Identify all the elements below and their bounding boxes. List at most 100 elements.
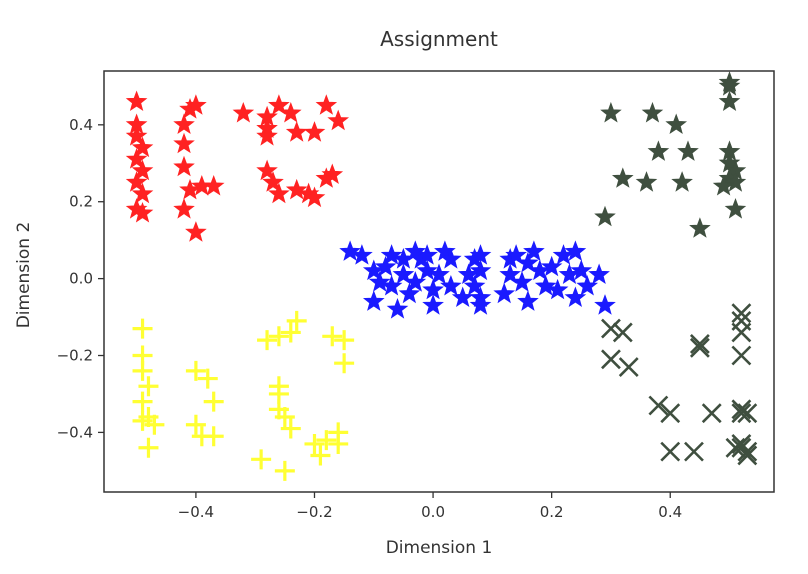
scatter-point: [315, 94, 338, 115]
scatter-point: [737, 441, 758, 462]
scatter-point: [327, 109, 350, 131]
scatter-point: [416, 244, 438, 265]
scatter-point: [279, 101, 302, 123]
scatter-point: [737, 403, 758, 424]
scatter-point: [362, 290, 385, 311]
scatter-point: [463, 274, 486, 296]
scatter-point: [731, 403, 752, 424]
scatter-point: [612, 322, 633, 343]
scatter-point: [588, 263, 610, 284]
scatter-point: [440, 274, 462, 296]
scatter-point: [303, 121, 326, 142]
scatter-point: [618, 357, 639, 377]
scatter-point: [611, 167, 634, 188]
scatter-point: [173, 198, 195, 219]
scatter-point: [202, 174, 225, 196]
scatter-point: [173, 132, 195, 154]
scatter-point: [322, 326, 343, 347]
scatter-point: [274, 407, 295, 428]
scatter-point: [125, 90, 148, 111]
scatter-point: [268, 94, 290, 115]
scatter-point: [404, 271, 427, 292]
axes-frame: [103, 70, 775, 493]
scatter-point: [386, 298, 409, 319]
x-axis-label: Dimension 1: [386, 538, 493, 558]
scatter-point: [564, 286, 587, 307]
scatter-point: [334, 353, 355, 374]
scatter-point: [469, 259, 492, 281]
scatter-point: [125, 125, 148, 146]
scatter-point: [511, 271, 533, 292]
scatter-point: [724, 171, 747, 192]
scatter-point: [334, 330, 355, 351]
plot-area: [125, 71, 758, 481]
scatter-point: [185, 360, 206, 381]
scatter-point: [493, 282, 516, 304]
scatter-point: [517, 290, 539, 311]
scatter-point: [256, 159, 278, 181]
scatter-point: [546, 278, 569, 300]
scatter-point: [125, 148, 148, 169]
scatter-point: [304, 433, 325, 454]
y-axis-label: Dimension 2: [14, 222, 34, 329]
scatter-point: [392, 263, 415, 284]
scatter-point: [173, 155, 195, 177]
scatter-point: [469, 294, 492, 315]
scatter-point: [523, 240, 545, 261]
scatter-point: [374, 255, 397, 277]
scatter-point: [594, 294, 616, 315]
scatter-point: [701, 403, 722, 424]
scatter-point: [499, 263, 521, 285]
scatter-point: [285, 121, 308, 142]
y-tick-label: 0.4: [69, 116, 93, 134]
chart-title: Assignment: [380, 27, 498, 51]
scatter-point: [173, 113, 195, 135]
axis-ticks: −0.4 −0.2 0.0 0.2 0.4 0.4 0.2 0.0 −0.2 −0.4: [57, 116, 683, 521]
scatter-point: [131, 159, 154, 181]
scatter-point: [280, 322, 301, 343]
scatter-point: [731, 345, 752, 366]
scatter-point: [132, 360, 153, 381]
scatter-point: [712, 174, 735, 196]
y-tick-label: 0.2: [69, 193, 93, 211]
scatter-point: [576, 274, 599, 296]
scatter-point: [600, 101, 622, 123]
scatter-point: [125, 171, 148, 192]
scatter-point: [328, 433, 349, 454]
x-tick-label: −0.2: [296, 503, 332, 521]
x-tick-label: −0.4: [178, 503, 214, 521]
scatter-point: [339, 240, 361, 261]
scatter-point: [262, 171, 284, 192]
scatter-point: [380, 244, 403, 265]
scatter-point: [125, 198, 148, 219]
scatter-point: [197, 368, 218, 389]
scatter-point: [257, 330, 278, 351]
y-tick-label: −0.4: [57, 423, 93, 441]
x-tick-label: 0.0: [421, 503, 445, 521]
scatter-point: [280, 418, 301, 439]
scatter-point: [132, 410, 153, 431]
scatter-point: [185, 94, 207, 115]
scatter-point: [416, 259, 438, 281]
scatter-point: [737, 445, 758, 466]
scatter-point: [286, 310, 307, 331]
scatter-point: [648, 395, 669, 416]
scatter-point: [647, 140, 670, 161]
y-tick-label: 0.0: [69, 270, 93, 288]
scatter-point: [185, 414, 206, 435]
scatter-point: [564, 240, 587, 261]
scatter-point: [671, 171, 693, 192]
scatter-point: [132, 318, 153, 339]
scatter-point: [689, 334, 710, 354]
scatter-point: [428, 263, 450, 284]
scatter-point: [203, 426, 224, 447]
scatter-point: [185, 221, 207, 242]
scatter-point: [132, 391, 153, 412]
scatter-point: [660, 403, 681, 424]
scatter-point: [677, 140, 699, 161]
scatter-point: [131, 201, 154, 223]
scatter-point: [440, 248, 462, 269]
scatter-point: [635, 171, 658, 192]
scatter-point: [310, 445, 331, 466]
